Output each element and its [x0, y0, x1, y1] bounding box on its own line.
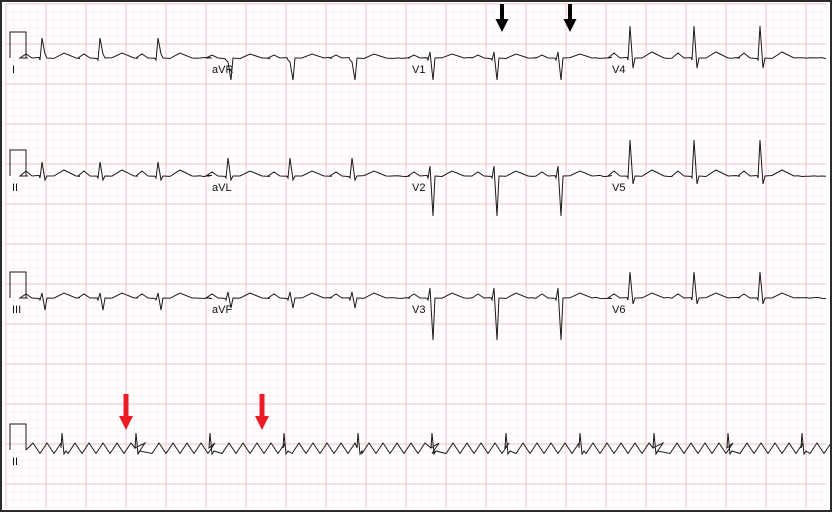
lead-label-V2: V2 [412, 182, 425, 194]
ecg-svg [0, 0, 832, 512]
ecg-figure: { "figure": { "width": 832, "height": 51… [0, 0, 832, 512]
lead-label-III: III [12, 304, 21, 316]
lead-label-V4: V4 [612, 64, 625, 76]
lead-label-V3: V3 [412, 304, 425, 316]
lead-label-V5: V5 [612, 182, 625, 194]
lead-label-V1: V1 [412, 64, 425, 76]
lead-label-I: I [12, 64, 15, 76]
lead-label-aVF: aVF [212, 304, 232, 316]
lead-label-rhythm: II [12, 456, 18, 468]
lead-label-aVR: aVR [212, 64, 233, 76]
lead-label-V6: V6 [612, 304, 625, 316]
lead-label-II: II [12, 182, 18, 194]
lead-label-aVL: aVL [212, 182, 232, 194]
